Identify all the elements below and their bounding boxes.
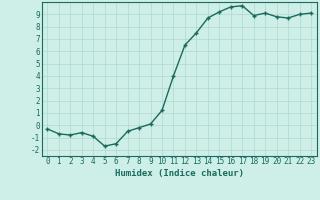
X-axis label: Humidex (Indice chaleur): Humidex (Indice chaleur) <box>115 169 244 178</box>
